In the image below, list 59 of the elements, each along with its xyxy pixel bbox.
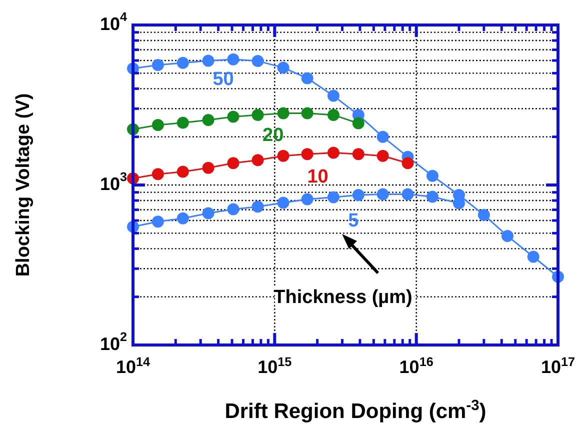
point xyxy=(327,146,340,159)
point xyxy=(277,196,290,209)
point xyxy=(277,107,290,120)
point xyxy=(478,208,490,221)
point xyxy=(176,56,189,69)
point xyxy=(352,148,364,160)
x-tick-label: 10$^{16}$ xyxy=(399,355,434,377)
x-tick-label: 10$^{14}$ xyxy=(116,355,150,377)
y-axis-title: Blocking Voltage (V) xyxy=(13,93,34,277)
point xyxy=(327,108,340,121)
point xyxy=(376,188,389,200)
point xyxy=(202,162,214,174)
point xyxy=(152,216,164,228)
point xyxy=(202,114,214,126)
y-tick-label: 10$^{3}$ xyxy=(100,170,127,194)
point xyxy=(227,157,240,170)
x-tick-label: 10$^{15}$ xyxy=(258,355,292,377)
point xyxy=(152,59,164,72)
point xyxy=(202,207,214,220)
point xyxy=(152,119,164,132)
point xyxy=(402,188,414,200)
point xyxy=(152,168,164,180)
annotation: Thickness (µm) xyxy=(274,287,412,308)
series-label: 20 xyxy=(262,124,284,146)
point xyxy=(227,110,240,123)
point xyxy=(426,190,438,203)
point xyxy=(252,200,264,213)
point xyxy=(527,250,540,263)
series-label: 50 xyxy=(212,68,234,90)
point xyxy=(327,191,340,204)
point xyxy=(176,166,189,178)
point xyxy=(376,130,389,143)
y-tick-label: 10$^{4}$ xyxy=(100,10,127,34)
point xyxy=(426,170,438,182)
point xyxy=(252,154,264,166)
point xyxy=(301,107,314,120)
point xyxy=(176,116,189,129)
point xyxy=(376,150,389,162)
x-tick-label: 10$^{17}$ xyxy=(540,355,576,377)
point xyxy=(227,203,240,216)
point xyxy=(402,157,414,170)
point xyxy=(301,72,314,84)
point xyxy=(352,117,364,130)
point xyxy=(277,150,290,162)
point xyxy=(252,108,264,121)
point xyxy=(301,148,314,160)
point xyxy=(277,62,290,74)
point xyxy=(227,53,240,66)
point xyxy=(501,230,514,242)
x-axis-title: Drift Region Doping (cm$^{-3}$) xyxy=(224,398,486,423)
series-label: 5 xyxy=(348,210,360,232)
point xyxy=(252,54,264,67)
series-label: 10 xyxy=(307,166,328,188)
point xyxy=(176,212,189,224)
point xyxy=(202,54,214,67)
point xyxy=(301,193,314,206)
point xyxy=(352,188,364,201)
point xyxy=(327,90,340,102)
y-tick-label: 10$^{2}$ xyxy=(100,330,127,354)
